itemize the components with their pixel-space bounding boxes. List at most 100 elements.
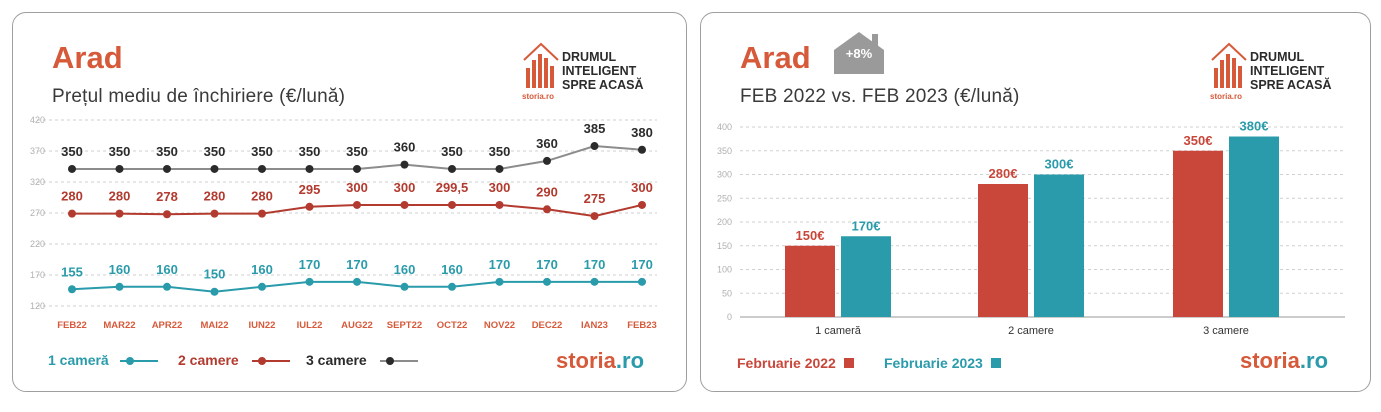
bar [1034,174,1084,317]
data-point [543,156,551,165]
data-point [115,164,124,173]
growth-badge-text: +8% [845,46,873,61]
data-point [448,164,456,173]
y-tick-label: 400 [717,122,732,132]
x-tick-label: AUG22 [341,320,373,331]
x-tick-label: FEB23 [627,320,657,331]
y-tick-label: 350 [717,146,732,156]
y-tick-label: 370 [30,146,45,156]
data-label: 360 [536,136,558,151]
line-chart: 420 370 320 270 220 170 120 FEB22 MAR22 APR22 MAI2… [30,115,657,331]
data-label: 300 [489,180,511,195]
data-point [590,212,599,221]
data-point [495,200,504,209]
x-category-label: 3 camere [1203,325,1249,337]
data-point [543,205,551,214]
y-tick-label: 320 [30,177,45,187]
legend-series-3: 3 camere [306,352,367,368]
data-point [448,200,456,209]
data-label: 350 [156,144,178,159]
data-point [400,160,409,169]
bar [785,245,835,317]
legend-feb-2023: Februarie 2023 [884,355,1001,371]
data-point [68,285,76,294]
brand-small-text: storia.ro [1210,92,1243,101]
house-badge: +8% [832,30,886,76]
data-point [115,282,124,291]
legend-series-1: 1 cameră [48,352,109,368]
legend-label: 2 camere [178,352,239,368]
legend-swatch-red [252,357,290,365]
data-point [543,277,551,286]
legend-label: 3 camere [306,352,367,368]
bar [978,184,1028,317]
data-point [305,277,314,286]
x-tick-label: DEC22 [532,320,563,331]
x-tick-label: MAI22 [201,320,229,331]
brand-line-2: INTELIGENT [562,64,637,78]
data-label: 385 [584,121,606,136]
brand-logo: DRUMUL INTELIGENT SPRE ACASĂ storia.ro [522,42,657,104]
storia-logo: storia.ro [1240,348,1329,373]
data-label: 170 [489,257,511,272]
data-label: 350 [299,144,321,159]
x-category-label: 1 cameră [815,325,862,337]
data-point [495,164,504,173]
data-label: 350 [251,144,273,159]
legend-swatch [843,358,854,368]
data-label: 170 [631,257,653,272]
data-point [210,287,219,296]
data-label: 275 [584,191,606,206]
legend-label: 1 cameră [48,352,109,368]
legend-swatch-teal [120,357,158,365]
bar [1173,150,1223,317]
x-tick-label: IUL22 [297,320,323,331]
data-label: 350 [204,144,226,159]
data-label: 290 [536,184,558,199]
y-tick-label: 50 [722,288,732,298]
data-label: 160 [156,262,178,277]
data-label: 380 [631,125,653,140]
y-tick-label: 150 [717,241,732,251]
data-point [353,200,361,209]
data-label: 170 [299,257,321,272]
data-point [163,210,171,219]
y-tick-label: 250 [717,193,732,203]
data-label: 280 [109,189,131,204]
brand-line-3: SPRE ACASĂ [1250,78,1332,92]
bar-value-label: 150€ [796,228,825,243]
data-point [590,142,599,151]
data-label: 155 [61,264,83,279]
y-tick-label: 220 [30,239,45,249]
legend-label: Februarie 2023 [884,355,983,371]
legend-series-2: 2 camere [178,352,239,368]
data-label: 170 [584,257,606,272]
data-label: 300 [394,180,416,195]
data-label: 160 [394,262,416,277]
data-point [305,202,314,211]
data-point [638,277,646,286]
data-point [638,145,646,154]
legend-label: Februarie 2022 [737,355,836,371]
data-point [400,200,409,209]
bar-value-label: 280€ [989,166,1018,181]
data-label: 295 [299,182,321,197]
data-label: 170 [536,257,558,272]
data-label: 280 [61,189,83,204]
bar [841,236,891,317]
legend-swatch-gray [380,357,418,365]
data-label: 280 [204,189,226,204]
y-tick-label: 300 [717,170,732,180]
data-label: 350 [346,144,368,159]
x-tick-label: SEPT22 [387,320,422,331]
data-label: 280 [251,189,273,204]
data-point [353,277,361,286]
y-tick-label: 420 [30,115,45,125]
data-point [163,282,171,291]
city-title: Arad [52,40,123,75]
x-category-label: 2 camere [1008,325,1054,337]
data-label: 160 [441,262,463,277]
brand-line-3: SPRE ACASĂ [562,78,644,92]
data-point [353,164,361,173]
storia-logo: storia.ro [556,348,645,373]
